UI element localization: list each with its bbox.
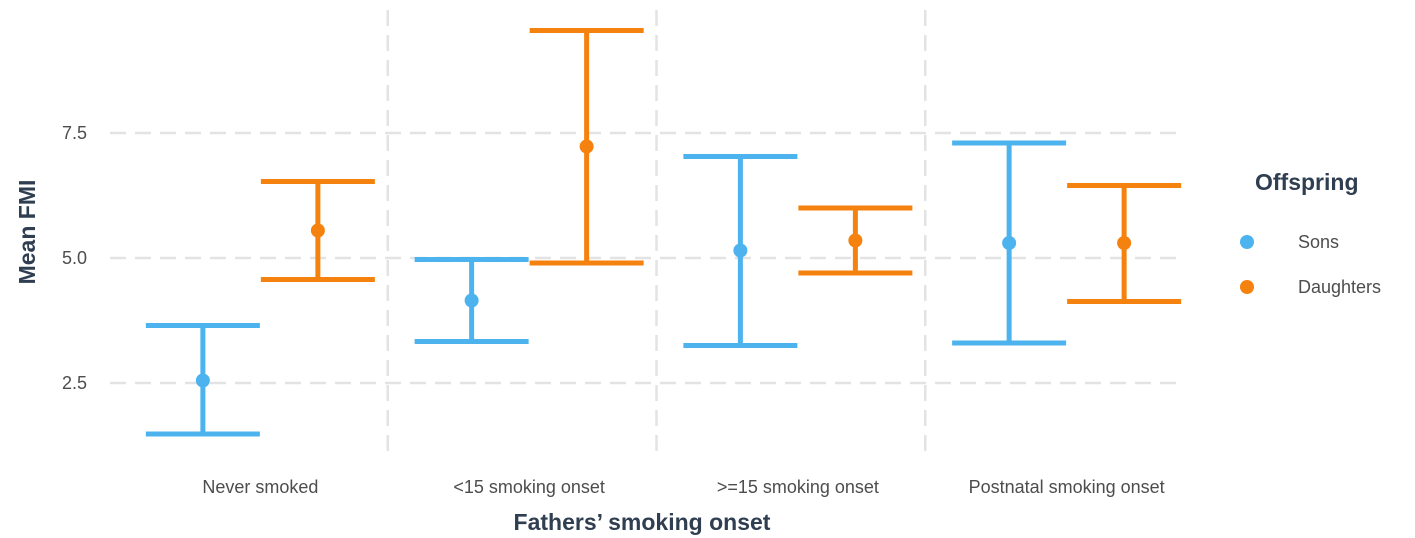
legend-title: Offspring — [1255, 169, 1359, 195]
y-tick-label-1: 5.0 — [62, 248, 87, 268]
grid-lines — [110, 10, 1185, 452]
axis-labels: 2.5 5.0 7.5 Never smoked <15 smoking onset >=… — [62, 123, 1165, 497]
legend: Sons Daughters — [1240, 232, 1381, 297]
errorbar-sons-3 — [952, 140, 1067, 346]
mean-point-sons-2 — [733, 243, 748, 258]
x-tick-label-0: Never smoked — [202, 477, 318, 497]
error-bars — [145, 28, 1182, 437]
errorbar-sons-2 — [683, 154, 798, 348]
x-axis-title: Fathers’ smoking onset — [514, 509, 771, 535]
mean-point-daughters-3 — [1117, 236, 1132, 250]
legend-label-sons: Sons — [1298, 232, 1339, 252]
errorbar-daughters-1 — [529, 28, 644, 266]
y-tick-label-0: 2.5 — [62, 373, 87, 393]
x-tick-label-2: >=15 smoking onset — [717, 477, 879, 497]
legend-key-sons — [1240, 235, 1254, 249]
legend-label-daughters: Daughters — [1298, 277, 1381, 297]
x-tick-label-1: <15 smoking onset — [453, 477, 605, 497]
y-tick-label-2: 7.5 — [62, 123, 87, 143]
mean-point-sons-0 — [195, 373, 210, 388]
errorbar-daughters-3 — [1067, 183, 1182, 304]
mean-point-sons-1 — [464, 293, 479, 308]
errorbar-daughters-0 — [260, 179, 375, 282]
mean-point-daughters-0 — [310, 223, 325, 238]
errorbar-sons-0 — [145, 323, 260, 437]
mean-point-daughters-1 — [579, 139, 594, 154]
mean-point-sons-3 — [1002, 236, 1017, 250]
errorbar-daughters-2 — [798, 205, 913, 276]
x-tick-label-3: Postnatal smoking onset — [969, 477, 1165, 497]
legend-key-daughters — [1240, 280, 1254, 294]
errorbar-sons-1 — [414, 257, 529, 344]
y-axis-title: Mean FMI — [14, 180, 40, 285]
mean-point-daughters-2 — [848, 233, 863, 248]
